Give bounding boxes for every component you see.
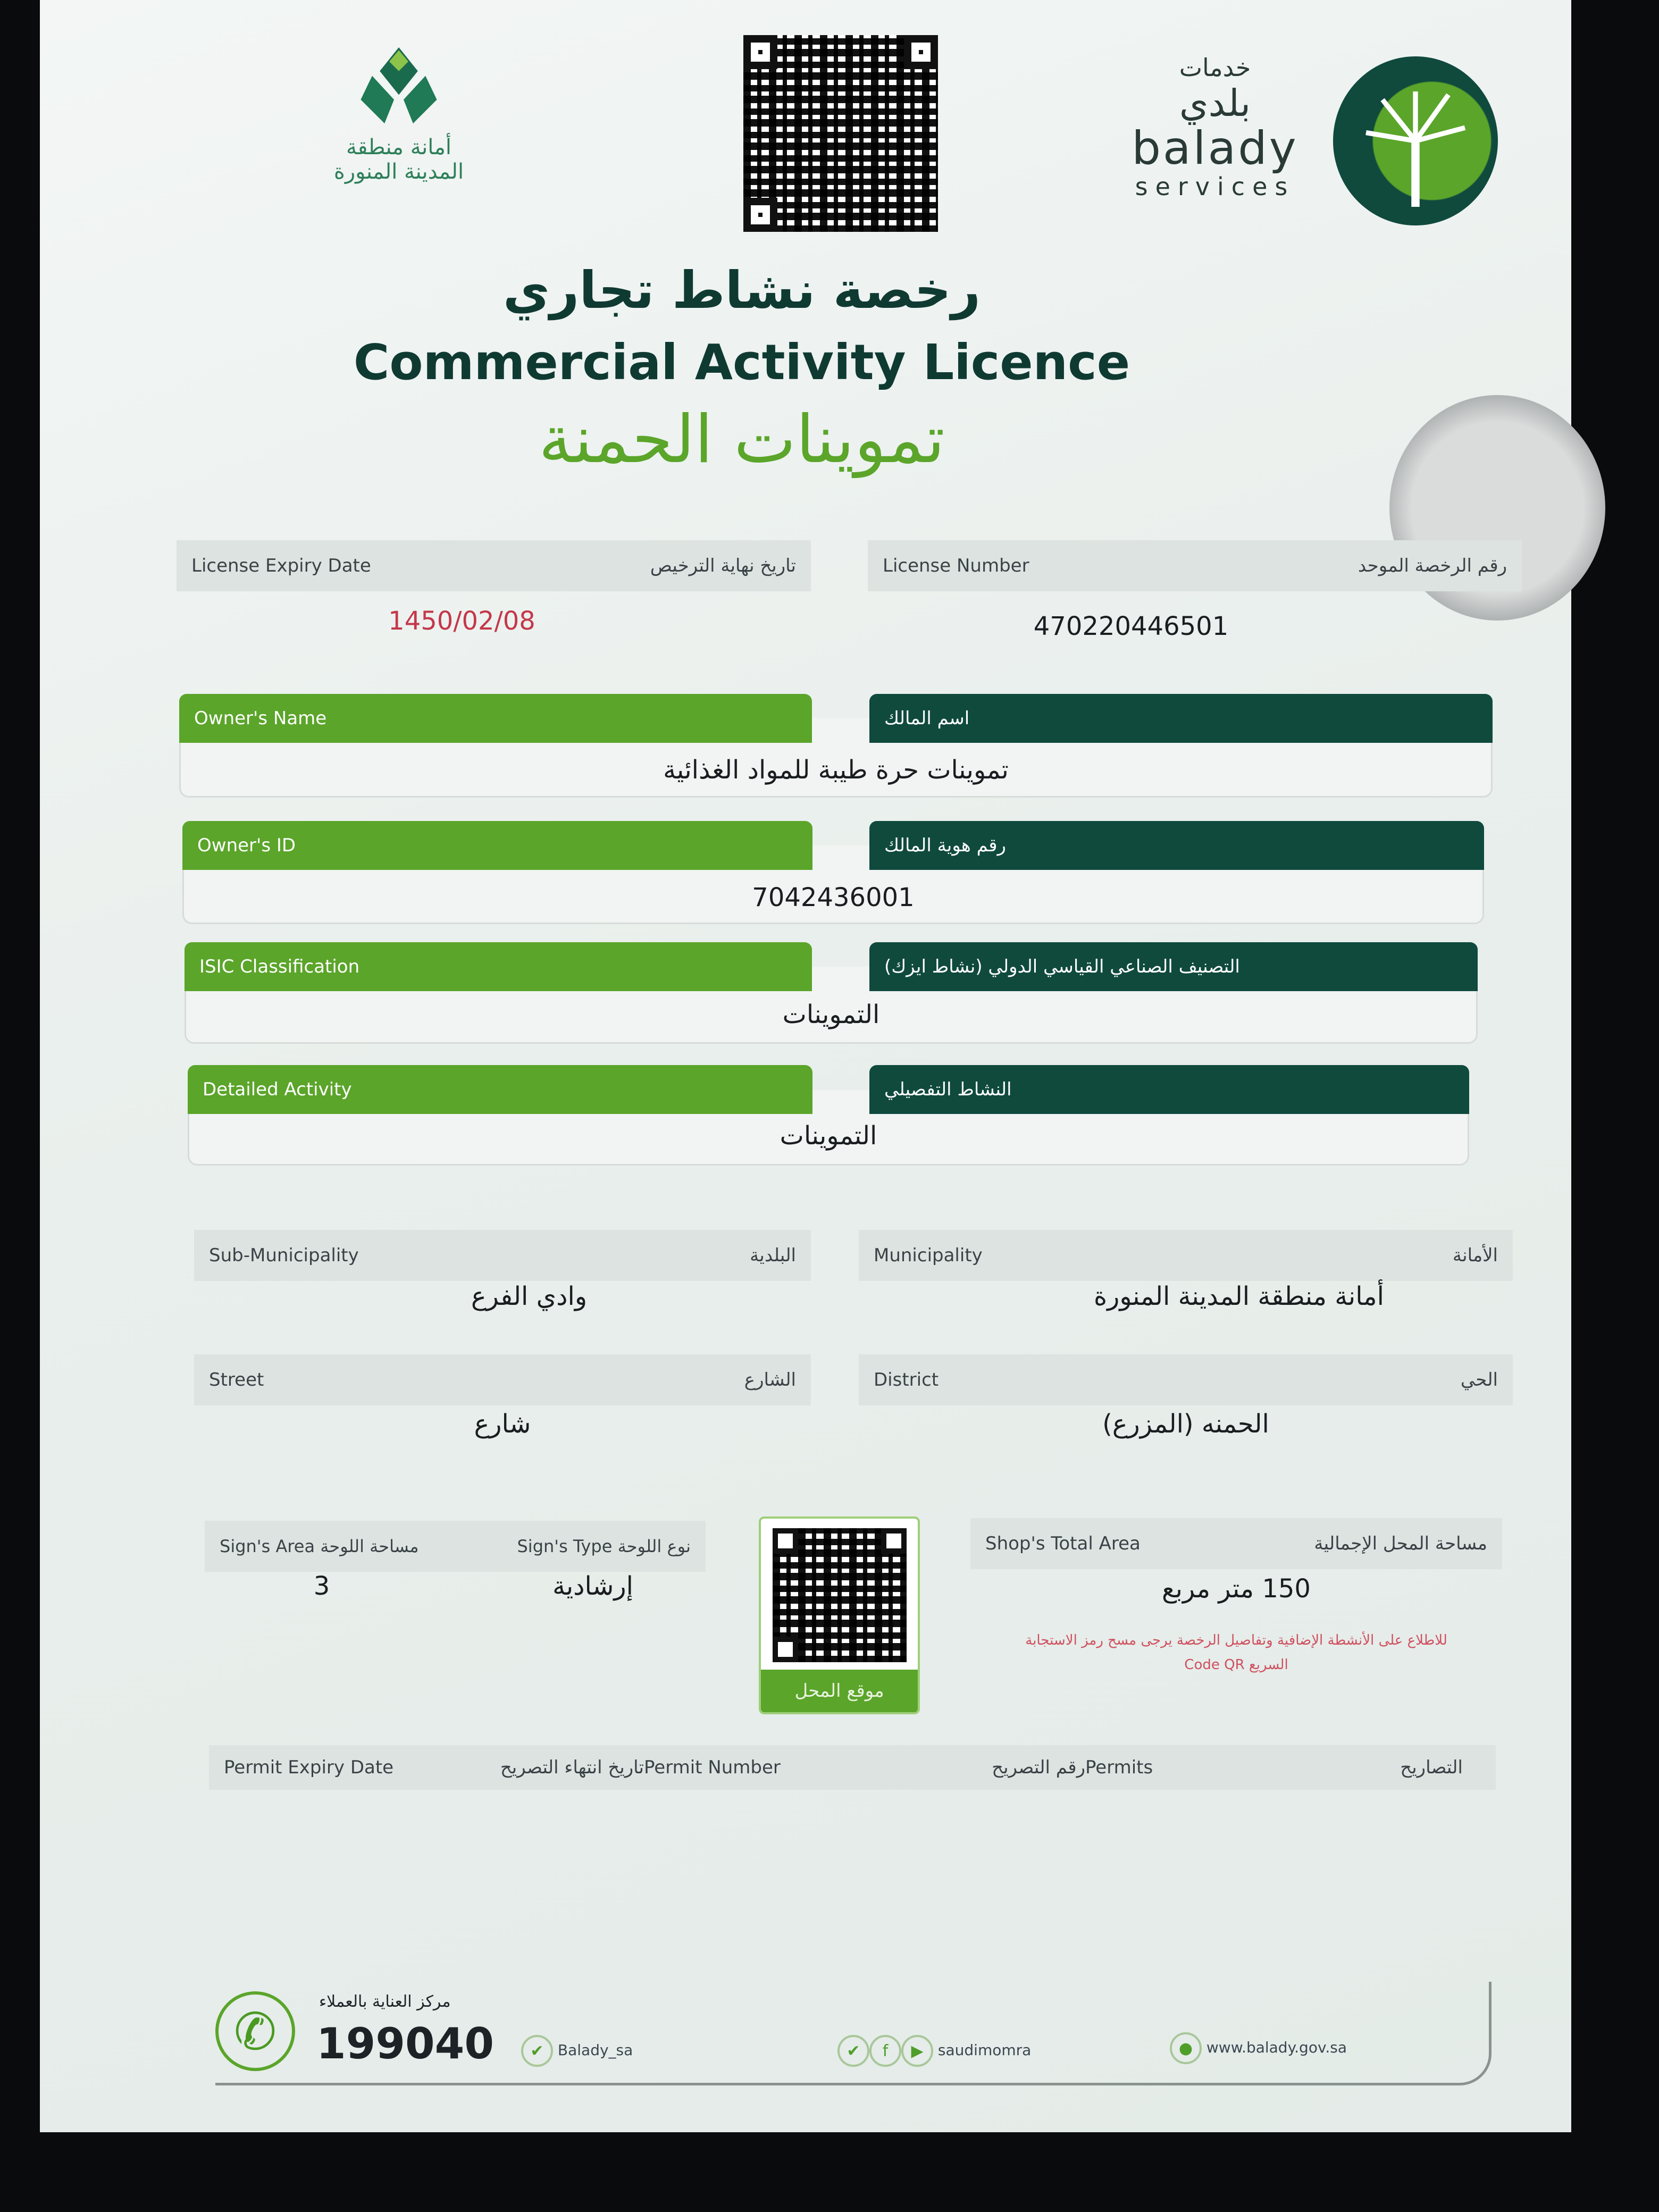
facebook-icon: f [869, 2035, 901, 2067]
balady-logo-ar-main: بلدي [1179, 81, 1251, 125]
shop-area-header: Shop's Total Area مساحة المحل الإجمالية [970, 1518, 1502, 1569]
license-expiry-label-ar: تاريخ نهاية الترخيص [650, 555, 796, 576]
municipality-label-ar: الأمانة [1452, 1245, 1498, 1266]
owner-id-label-en: Owner's ID [182, 821, 812, 870]
license-number-label-ar: رقم الرخصة الموحد [1358, 555, 1507, 576]
title-english: Commercial Activity Licence [353, 334, 1130, 391]
shop-area-label-en: Shop's Total Area [985, 1533, 1141, 1554]
footer: ✆ مركز العناية بالعملاء 199040 ✔ Balady_… [215, 1982, 1492, 2085]
municipality-value: أمانة منطقة المدينة المنورة [1094, 1281, 1384, 1311]
sub-municipality-header: Sub-Municipality البلدية [194, 1230, 811, 1281]
balady-logo-sub: services [1135, 172, 1295, 201]
customer-care-label: مركز العناية بالعملاء [319, 1992, 451, 2011]
sign-type-label-ar: نوع اللوحة [617, 1536, 691, 1556]
sign-type-value: إرشادية [552, 1571, 633, 1601]
business-name: تموينات الحمنة [539, 401, 945, 478]
website-link[interactable]: ● www.balady.gov.sa [1170, 2032, 1347, 2064]
district-header: District الحي [859, 1354, 1513, 1405]
street-label-en: Street [209, 1369, 264, 1390]
detailed-activity-label-ar: النشاط التفصيلي [869, 1065, 1469, 1114]
sign-area-value: 3 [313, 1571, 330, 1601]
owner-name-value: تموينات حرة طيبة للمواد الغذائية [663, 755, 1009, 785]
shop-area-value: 150 متر مربع [1162, 1574, 1311, 1604]
palm-emblem-icon [1333, 56, 1498, 225]
globe-icon: ● [1170, 2032, 1202, 2064]
website-url: www.balady.gov.sa [1206, 2039, 1347, 2056]
social-links[interactable]: ✔ f ▶ saudimomra [837, 2035, 1031, 2067]
license-number-header: License Number رقم الرخصة الموحد [868, 540, 1522, 591]
district-value: الحمنه (المزرع) [1102, 1409, 1269, 1439]
license-expiry-header: License Expiry Date تاريخ نهاية الترخيص [177, 540, 811, 591]
owner-name-label-en: Owner's Name [179, 694, 812, 743]
isic-label-en: ISIC Classification [185, 942, 812, 991]
title-arabic: رخصة نشاط تجاري [502, 261, 981, 320]
district-label-en: District [874, 1369, 939, 1390]
sub-municipality-label-ar: البلدية [750, 1245, 796, 1266]
medina-municipality-logo: أمانة منطقة المدينة المنورة [303, 43, 495, 223]
permit-expiry-label-ar: تاريخ انتهاء التصريح [500, 1757, 644, 1778]
detailed-activity-label-en: Detailed Activity [188, 1065, 812, 1114]
detailed-activity-value: التموينات [780, 1121, 877, 1151]
license-document: أمانة منطقة المدينة المنورة خدمات بلدي b… [40, 0, 1605, 2132]
owner-name-label-ar: اسم المالك [869, 694, 1493, 743]
isic-value: التموينات [782, 1000, 880, 1029]
shop-location-card[interactable]: موقع المحل [759, 1516, 920, 1714]
permit-expiry-label-en: Permit Expiry Date [224, 1757, 394, 1778]
qr-note-line2: السريع Code QR [1184, 1657, 1288, 1673]
license-qr-code [743, 35, 938, 232]
shop-area-label-ar: مساحة المحل الإجمالية [1314, 1533, 1487, 1554]
owner-id-label-ar: رقم هوية المالك [869, 821, 1484, 870]
twitter-link[interactable]: ✔ Balady_sa [521, 2035, 633, 2067]
municipality-label-en: Municipality [874, 1245, 983, 1266]
twitter-icon: ✔ [837, 2035, 869, 2067]
municipality-header: Municipality الأمانة [859, 1230, 1513, 1281]
shop-location-button[interactable]: موقع المحل [761, 1670, 918, 1712]
twitter-handle: Balady_sa [557, 2041, 633, 2059]
permits-label-en: Permits [1085, 1757, 1153, 1778]
sub-municipality-label-en: Sub-Municipality [209, 1245, 359, 1266]
license-number-value: 470220446501 [1033, 611, 1229, 641]
street-value: شارع [474, 1409, 531, 1439]
permit-number-label-ar: رقم التصريح [992, 1757, 1085, 1778]
sign-area-label-en: Sign's Area [220, 1536, 315, 1556]
social-handle: saudimomra [937, 2041, 1032, 2059]
medina-logo-line2: المدينة المنورة [333, 160, 464, 184]
customer-care-phone: 199040 [316, 2019, 494, 2068]
isic-label-ar: التصنيف الصناعي القياسي الدولي (نشاط ايز… [869, 942, 1478, 991]
license-expiry-value: 1450/02/08 [388, 606, 535, 636]
signs-header: Sign's Area مساحة اللوحة Sign's Type نوع… [205, 1521, 706, 1572]
owner-id-value: 7042436001 [752, 883, 915, 912]
balady-logo-ar-top: خدمات [1179, 53, 1251, 82]
balady-logo-en: balady [1132, 122, 1298, 175]
youtube-icon: ▶ [901, 2035, 933, 2067]
sub-municipality-value: وادي الفرع [471, 1281, 588, 1311]
qr-note-line1: للاطلاع على الأنشطة الإضافية وتفاصيل الر… [1025, 1632, 1447, 1648]
permit-number-label-en: Permit Number [644, 1757, 781, 1778]
qr-note: للاطلاع على الأنشطة الإضافية وتفاصيل الر… [970, 1628, 1502, 1677]
license-expiry-label-en: License Expiry Date [191, 555, 371, 576]
shop-location-qr-code[interactable] [773, 1528, 907, 1662]
balady-logo: خدمات بلدي balady services [1119, 53, 1311, 201]
phone-icon: ✆ [215, 1991, 295, 2071]
twitter-icon: ✔ [521, 2035, 553, 2067]
sign-type-label-en: Sign's Type [517, 1536, 613, 1556]
permits-label-ar: التصاريح [1400, 1757, 1463, 1778]
street-label-ar: الشارع [744, 1369, 796, 1390]
street-header: Street الشارع [194, 1354, 811, 1405]
permits-header: Permit Expiry Date تاريخ انتهاء التصريح … [209, 1745, 1496, 1790]
medina-logo-line1: أمانة منطقة [346, 135, 451, 160]
sign-area-label-ar: مساحة اللوحة [320, 1536, 419, 1556]
district-label-ar: الحي [1460, 1369, 1498, 1390]
medina-logo-icon [361, 47, 437, 124]
license-number-label-en: License Number [883, 555, 1029, 576]
